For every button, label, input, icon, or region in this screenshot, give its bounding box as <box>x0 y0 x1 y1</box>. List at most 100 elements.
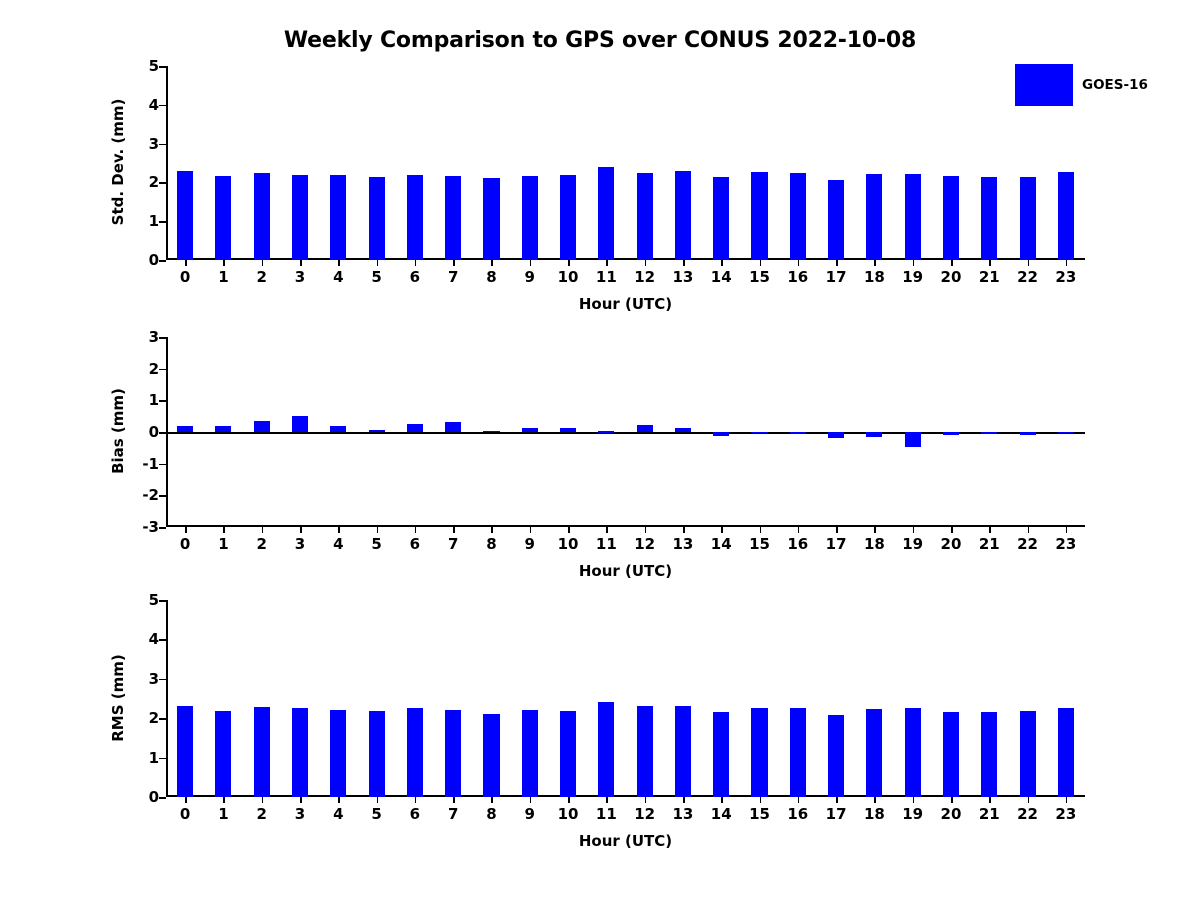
x-tick-label-rms-3: 3 <box>294 805 306 823</box>
zero-line-bias <box>166 432 1085 434</box>
y-tick-label-rms-5: 5 <box>148 591 159 609</box>
bar-std-dev-hour-10 <box>560 175 577 260</box>
y-tick-bias-2 <box>159 368 166 371</box>
legend-label-goes16: GOES-16 <box>1082 77 1148 93</box>
y-tick-label-bias--1: -1 <box>142 454 159 473</box>
bar-rms-hour-1 <box>215 711 232 797</box>
bar-rms-hour-13 <box>674 705 691 797</box>
bar-rms-hour-20 <box>942 711 960 797</box>
x-tick-rms-14 <box>721 797 723 803</box>
x-tick-label-rms-4: 4 <box>333 805 344 823</box>
bar-std-dev-hour-21 <box>981 177 998 260</box>
x-tick-std-dev-21 <box>989 260 991 266</box>
x-tick-bias-11 <box>606 527 608 533</box>
x-tick-label-bias-7: 7 <box>447 535 459 553</box>
x-tick-label-std-dev-21: 21 <box>978 268 1000 286</box>
y-tick-bias--2 <box>159 495 166 497</box>
bar-rms-hour-16 <box>789 707 806 797</box>
x-tick-label-std-dev-4: 4 <box>333 268 344 286</box>
x-tick-label-bias-20: 20 <box>940 535 962 553</box>
x-tick-label-bias-4: 4 <box>333 535 344 553</box>
x-tick-label-bias-16: 16 <box>787 535 809 553</box>
legend: GOES-16 <box>1015 64 1148 106</box>
x-tick-label-rms-13: 13 <box>672 805 694 823</box>
x-tick-std-dev-22 <box>1027 260 1030 266</box>
bar-bias-hour-21 <box>981 432 998 434</box>
x-tick-label-bias-13: 13 <box>672 535 694 553</box>
y-tick-rms-1 <box>159 757 166 760</box>
x-tick-bias-5 <box>376 527 379 533</box>
y-tick-label-rms-4: 4 <box>148 630 159 649</box>
x-tick-std-dev-5 <box>376 260 379 266</box>
x-tick-rms-10 <box>568 797 570 803</box>
x-tick-label-std-dev-14: 14 <box>710 268 732 286</box>
x-tick-std-dev-7 <box>453 260 455 266</box>
y-tick-bias--1 <box>159 463 166 466</box>
bar-bias-hour-8 <box>483 430 500 432</box>
x-tick-rms-19 <box>912 797 915 803</box>
x-tick-rms-1 <box>223 797 226 803</box>
x-tick-std-dev-6 <box>414 260 417 266</box>
x-tick-label-std-dev-2: 2 <box>256 268 267 286</box>
x-tick-label-rms-15: 15 <box>749 805 770 823</box>
x-tick-rms-23 <box>1065 797 1068 803</box>
bar-std-dev-hour-12 <box>636 172 653 260</box>
x-tick-label-std-dev-1: 1 <box>218 268 229 286</box>
x-tick-label-bias-19: 19 <box>902 535 924 553</box>
x-tick-label-bias-14: 14 <box>710 535 732 553</box>
x-tick-bias-6 <box>414 527 417 533</box>
y-tick-label-bias-2: 2 <box>148 359 159 378</box>
x-tick-rms-3 <box>300 797 302 803</box>
x-tick-rms-4 <box>338 797 340 803</box>
x-tick-label-rms-18: 18 <box>863 805 885 823</box>
x-tick-bias-10 <box>568 527 570 533</box>
bar-std-dev-hour-11 <box>598 167 615 260</box>
y-tick-label-rms-1: 1 <box>148 748 159 767</box>
x-tick-label-std-dev-18: 18 <box>863 268 885 286</box>
x-tick-rms-11 <box>606 797 608 803</box>
x-tick-bias-15 <box>759 527 762 533</box>
x-tick-bias-13 <box>682 527 685 533</box>
bar-std-dev-hour-16 <box>789 172 806 260</box>
bar-rms-hour-0 <box>177 705 194 797</box>
x-tick-rms-8 <box>491 797 494 803</box>
bar-bias-hour-2 <box>253 420 270 432</box>
x-tick-label-rms-14: 14 <box>710 805 732 823</box>
x-tick-label-rms-23: 23 <box>1055 805 1077 823</box>
bar-bias-hour-10 <box>560 427 577 432</box>
bar-bias-hour-11 <box>598 431 615 433</box>
x-tick-label-bias-9: 9 <box>524 535 535 553</box>
x-tick-label-rms-17: 17 <box>825 805 847 823</box>
x-tick-std-dev-18 <box>874 260 876 266</box>
x-tick-rms-13 <box>682 797 685 803</box>
bar-std-dev-hour-23 <box>1057 172 1074 260</box>
plot-area-std-dev: 0 1 2 3 4 5 0 1 2 3 4 5 6 7 8 9 10 11 12 13 14 15 16 17 18 19 20 21… <box>149 57 1085 286</box>
x-tick-std-dev-4 <box>338 260 340 266</box>
x-tick-bias-14 <box>721 527 723 533</box>
bar-std-dev-hour-19 <box>904 174 921 260</box>
bar-bias-hour-7 <box>445 422 462 432</box>
x-tick-label-rms-8: 8 <box>486 805 497 823</box>
bar-bias-hour-9 <box>521 427 538 432</box>
x-tick-label-std-dev-20: 20 <box>940 268 962 286</box>
bar-rms-hour-21 <box>981 711 998 797</box>
plot-area-rms: 0 1 2 3 4 5 0 1 2 3 4 5 6 7 8 9 10 11 12 13 14 15 16 17 18 19 20 21… <box>149 591 1085 823</box>
bar-std-dev-hour-15 <box>751 171 768 260</box>
y-tick-std-dev-4 <box>159 104 166 107</box>
x-axis-line-rms <box>166 795 1085 797</box>
x-tick-label-bias-6: 6 <box>409 535 421 553</box>
y-tick-bias-1 <box>159 400 166 402</box>
x-axis-label-rms: Hour (UTC) <box>578 832 673 850</box>
bar-rms-hour-22 <box>1019 711 1036 797</box>
x-tick-std-dev-9 <box>529 260 532 266</box>
bar-rms-hour-10 <box>560 710 577 797</box>
x-tick-bias-8 <box>491 527 494 533</box>
y-tick-label-rms-2: 2 <box>148 709 159 728</box>
x-tick-rms-15 <box>759 797 762 803</box>
x-tick-bias-12 <box>644 527 647 533</box>
bar-rms-hour-2 <box>253 707 270 797</box>
x-tick-std-dev-0 <box>185 260 187 266</box>
bar-std-dev-hour-5 <box>368 176 385 260</box>
x-tick-rms-2 <box>261 797 264 803</box>
